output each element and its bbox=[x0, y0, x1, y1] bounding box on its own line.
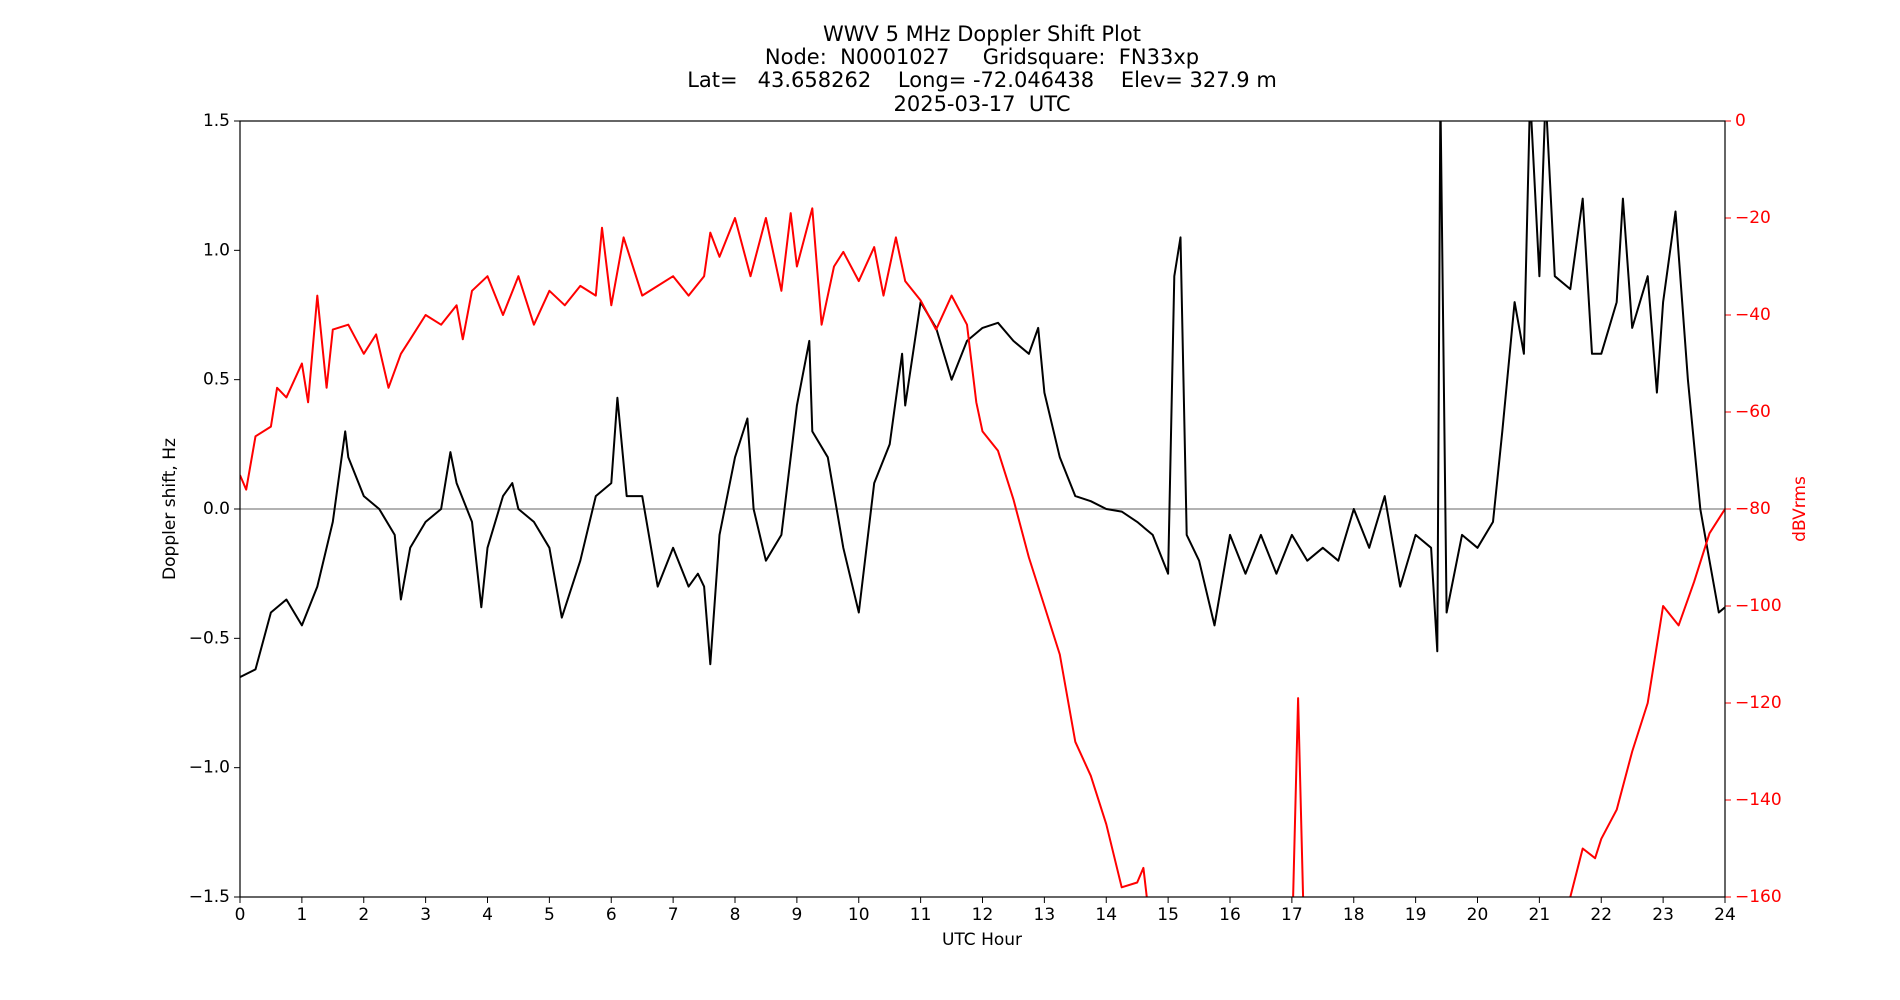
x-tick-label: 16 bbox=[1219, 905, 1241, 925]
x-tick-label: 15 bbox=[1157, 905, 1179, 925]
chart-subtitle: Lat= 43.658262 Long= -72.046438 Elev= 32… bbox=[687, 68, 1277, 92]
x-tick-label: 11 bbox=[910, 905, 932, 925]
chart-subtitle: 2025-03-17 UTC bbox=[893, 92, 1070, 116]
x-tick-label: 20 bbox=[1467, 905, 1489, 925]
y2-tick-label: −20 bbox=[1735, 208, 1771, 228]
y2-tick-label: −160 bbox=[1735, 887, 1782, 907]
y-axis-label: Doppler shift, Hz bbox=[160, 438, 180, 580]
x-tick-label: 21 bbox=[1529, 905, 1551, 925]
x-tick-label: 1 bbox=[296, 905, 307, 925]
x-tick-label: 19 bbox=[1405, 905, 1427, 925]
y2-tick-label: −40 bbox=[1735, 305, 1771, 325]
chart-subtitle: Node: N0001027 Gridsquare: FN33xp bbox=[765, 45, 1199, 69]
x-tick-label: 18 bbox=[1343, 905, 1365, 925]
y2-tick-label: −140 bbox=[1735, 790, 1782, 810]
x-tick-label: 17 bbox=[1281, 905, 1303, 925]
y2-tick-label: −60 bbox=[1735, 402, 1771, 422]
series-line bbox=[240, 207, 1725, 897]
x-tick-label: 8 bbox=[730, 905, 741, 925]
x-tick-label: 2 bbox=[358, 905, 369, 925]
x-tick-label: 14 bbox=[1095, 905, 1117, 925]
plot-area bbox=[240, 121, 1725, 897]
y-tick-label: −1.5 bbox=[189, 887, 230, 907]
x-axis-label: UTC Hour bbox=[942, 930, 1022, 950]
x-tick-label: 0 bbox=[235, 905, 246, 925]
chart-title: WWV 5 MHz Doppler Shift Plot bbox=[823, 22, 1141, 46]
x-tick-label: 12 bbox=[972, 905, 994, 925]
x-tick-label: 10 bbox=[848, 905, 870, 925]
x-tick-label: 4 bbox=[482, 905, 493, 925]
y2-tick-label: 0 bbox=[1735, 111, 1746, 131]
y2-tick-label: −120 bbox=[1735, 693, 1782, 713]
y-tick-label: 0.5 bbox=[203, 370, 230, 390]
x-tick-label: 22 bbox=[1590, 905, 1612, 925]
y-tick-label: 0.0 bbox=[203, 499, 230, 519]
x-tick-label: 24 bbox=[1714, 905, 1736, 925]
x-tick-label: 6 bbox=[606, 905, 617, 925]
y-tick-label: −0.5 bbox=[189, 628, 230, 648]
y-tick-label: 1.5 bbox=[203, 111, 230, 131]
x-tick-label: 5 bbox=[544, 905, 555, 925]
plot-frame bbox=[239, 120, 1726, 898]
series-line bbox=[240, 121, 1725, 678]
y2-tick-label: −100 bbox=[1735, 596, 1782, 616]
y2-tick-label: −80 bbox=[1735, 499, 1771, 519]
x-tick-label: 23 bbox=[1652, 905, 1674, 925]
y-tick-label: −1.0 bbox=[189, 758, 230, 778]
x-tick-label: 9 bbox=[791, 905, 802, 925]
y2-axis-label: dBVrms bbox=[1790, 476, 1810, 542]
x-tick-label: 3 bbox=[420, 905, 431, 925]
y-tick-label: 1.0 bbox=[203, 240, 230, 260]
x-tick-label: 7 bbox=[668, 905, 679, 925]
x-tick-label: 13 bbox=[1034, 905, 1056, 925]
